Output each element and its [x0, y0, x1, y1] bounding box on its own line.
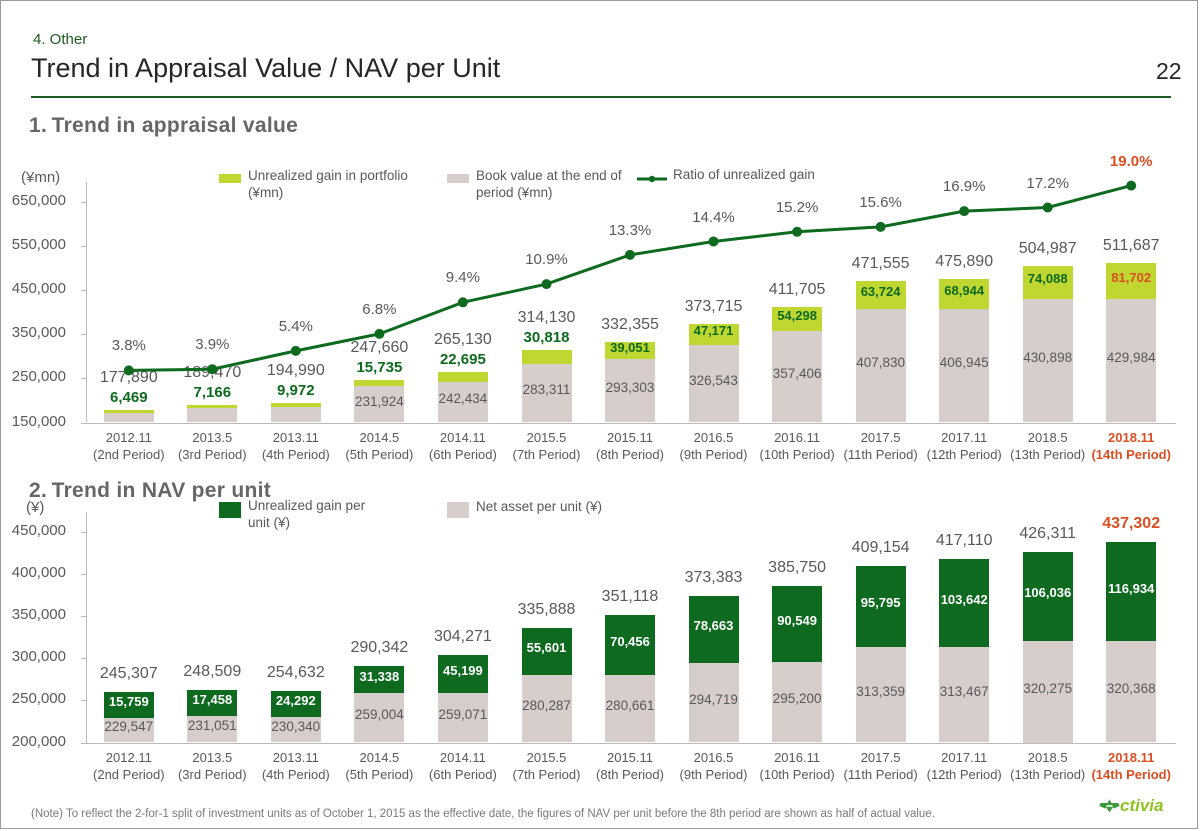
svg-text:ctivia: ctivia — [1120, 796, 1163, 815]
